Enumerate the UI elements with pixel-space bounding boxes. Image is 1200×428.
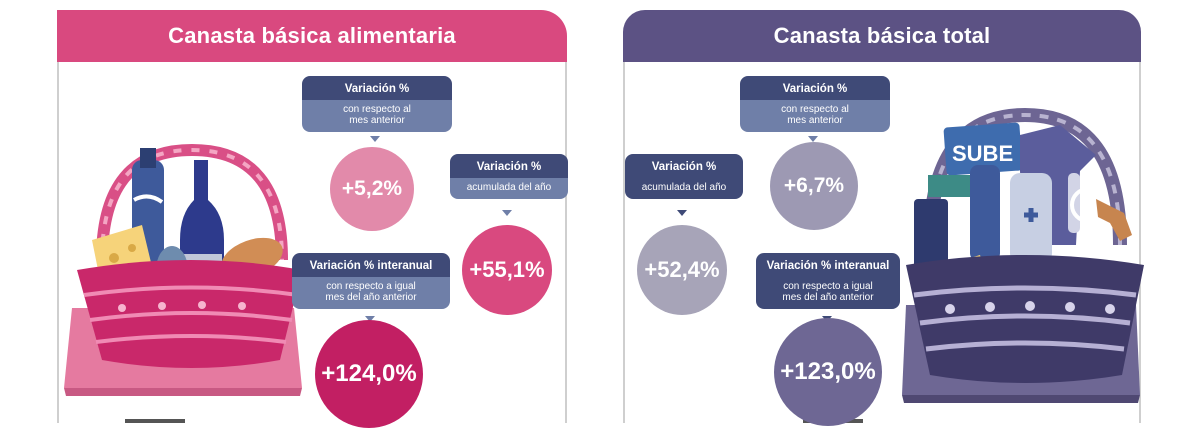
- yoy-variation-bubble-alimentaria: +124,0%: [315, 320, 423, 428]
- ytd-variation-title: Variación %: [450, 154, 568, 178]
- panel-canasta-alimentaria: Canasta básica alimentaria: [57, 10, 567, 423]
- total-basket-illustration: SUBE: [902, 107, 1144, 403]
- ytd-variation-label-alimentaria: Variación % acumulada del año: [450, 154, 568, 199]
- yoy-variation-description: con respecto a igual mes del año anterio…: [292, 277, 450, 309]
- panel-title-total: Canasta básica total: [623, 10, 1141, 62]
- monthly-variation-label-total: Variación % con respecto al mes anterior: [740, 76, 890, 132]
- ytd-variation-title: Variación %: [625, 154, 743, 178]
- monthly-variation-label-alimentaria: Variación % con respecto al mes anterior: [302, 76, 452, 132]
- yoy-variation-label-total: Variación % interanual con respecto a ig…: [756, 253, 900, 309]
- panel-canasta-total: Canasta básica total: [623, 10, 1141, 423]
- label-pointer: [677, 210, 687, 216]
- ytd-variation-bubble-total: +52,4%: [637, 225, 727, 315]
- monthly-variation-title: Variación %: [740, 76, 890, 100]
- label-pointer: [808, 136, 818, 142]
- monthly-variation-title: Variación %: [302, 76, 452, 100]
- monthly-variation-bubble-alimentaria: +5,2%: [330, 147, 414, 231]
- label-pointer: [365, 316, 375, 322]
- sube-card-text: SUBE: [952, 141, 1013, 166]
- panel-frame: [623, 62, 1141, 423]
- ytd-variation-description: acumulada del año: [625, 178, 743, 199]
- label-pointer: [370, 136, 380, 142]
- panel-title-alimentaria: Canasta básica alimentaria: [57, 10, 567, 62]
- monthly-variation-description: con respecto al mes anterior: [302, 100, 452, 132]
- yoy-variation-bubble-total: +123,0%: [774, 318, 882, 426]
- ytd-variation-description: acumulada del año: [450, 178, 568, 199]
- ytd-variation-label-total: Variación % acumulada del año: [625, 154, 743, 199]
- food-basket-illustration: [64, 143, 302, 396]
- yoy-variation-title: Variación % interanual: [756, 253, 900, 277]
- ytd-variation-bubble-alimentaria: +55,1%: [462, 225, 552, 315]
- panel-frame: [57, 62, 567, 423]
- frame-bottom-mark: [125, 419, 185, 423]
- yoy-variation-title: Variación % interanual: [292, 253, 450, 277]
- monthly-variation-description: con respecto al mes anterior: [740, 100, 890, 132]
- monthly-variation-bubble-total: +6,7%: [770, 142, 858, 230]
- label-pointer: [502, 210, 512, 216]
- yoy-variation-description: con respecto a igual mes del año anterio…: [756, 277, 900, 309]
- yoy-variation-label-alimentaria: Variación % interanual con respecto a ig…: [292, 253, 450, 309]
